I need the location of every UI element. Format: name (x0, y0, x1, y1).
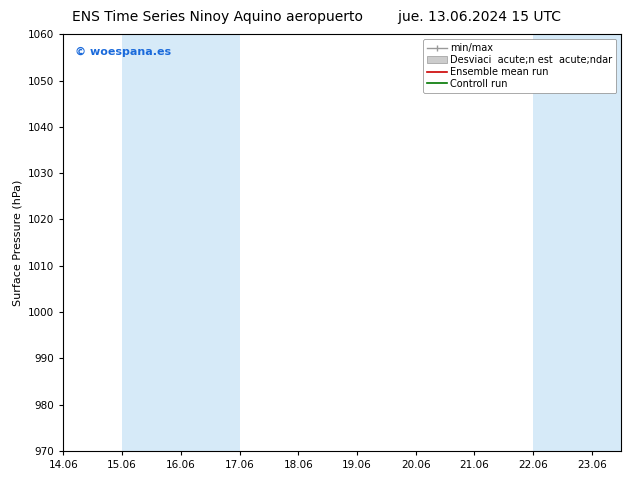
Bar (533, 34, 592, 451)
Text: ENS Time Series Ninoy Aquino aeropuerto        jue. 13.06.2024 15 UTC: ENS Time Series Ninoy Aquino aeropuerto … (72, 10, 562, 24)
Bar (592, 34, 621, 451)
Text: © woespana.es: © woespana.es (75, 47, 171, 57)
Legend: min/max, Desviaci  acute;n est  acute;ndar, Ensemble mean run, Controll run: min/max, Desviaci acute;n est acute;ndar… (424, 39, 616, 93)
Y-axis label: Surface Pressure (hPa): Surface Pressure (hPa) (13, 179, 23, 306)
Bar (122, 34, 240, 451)
